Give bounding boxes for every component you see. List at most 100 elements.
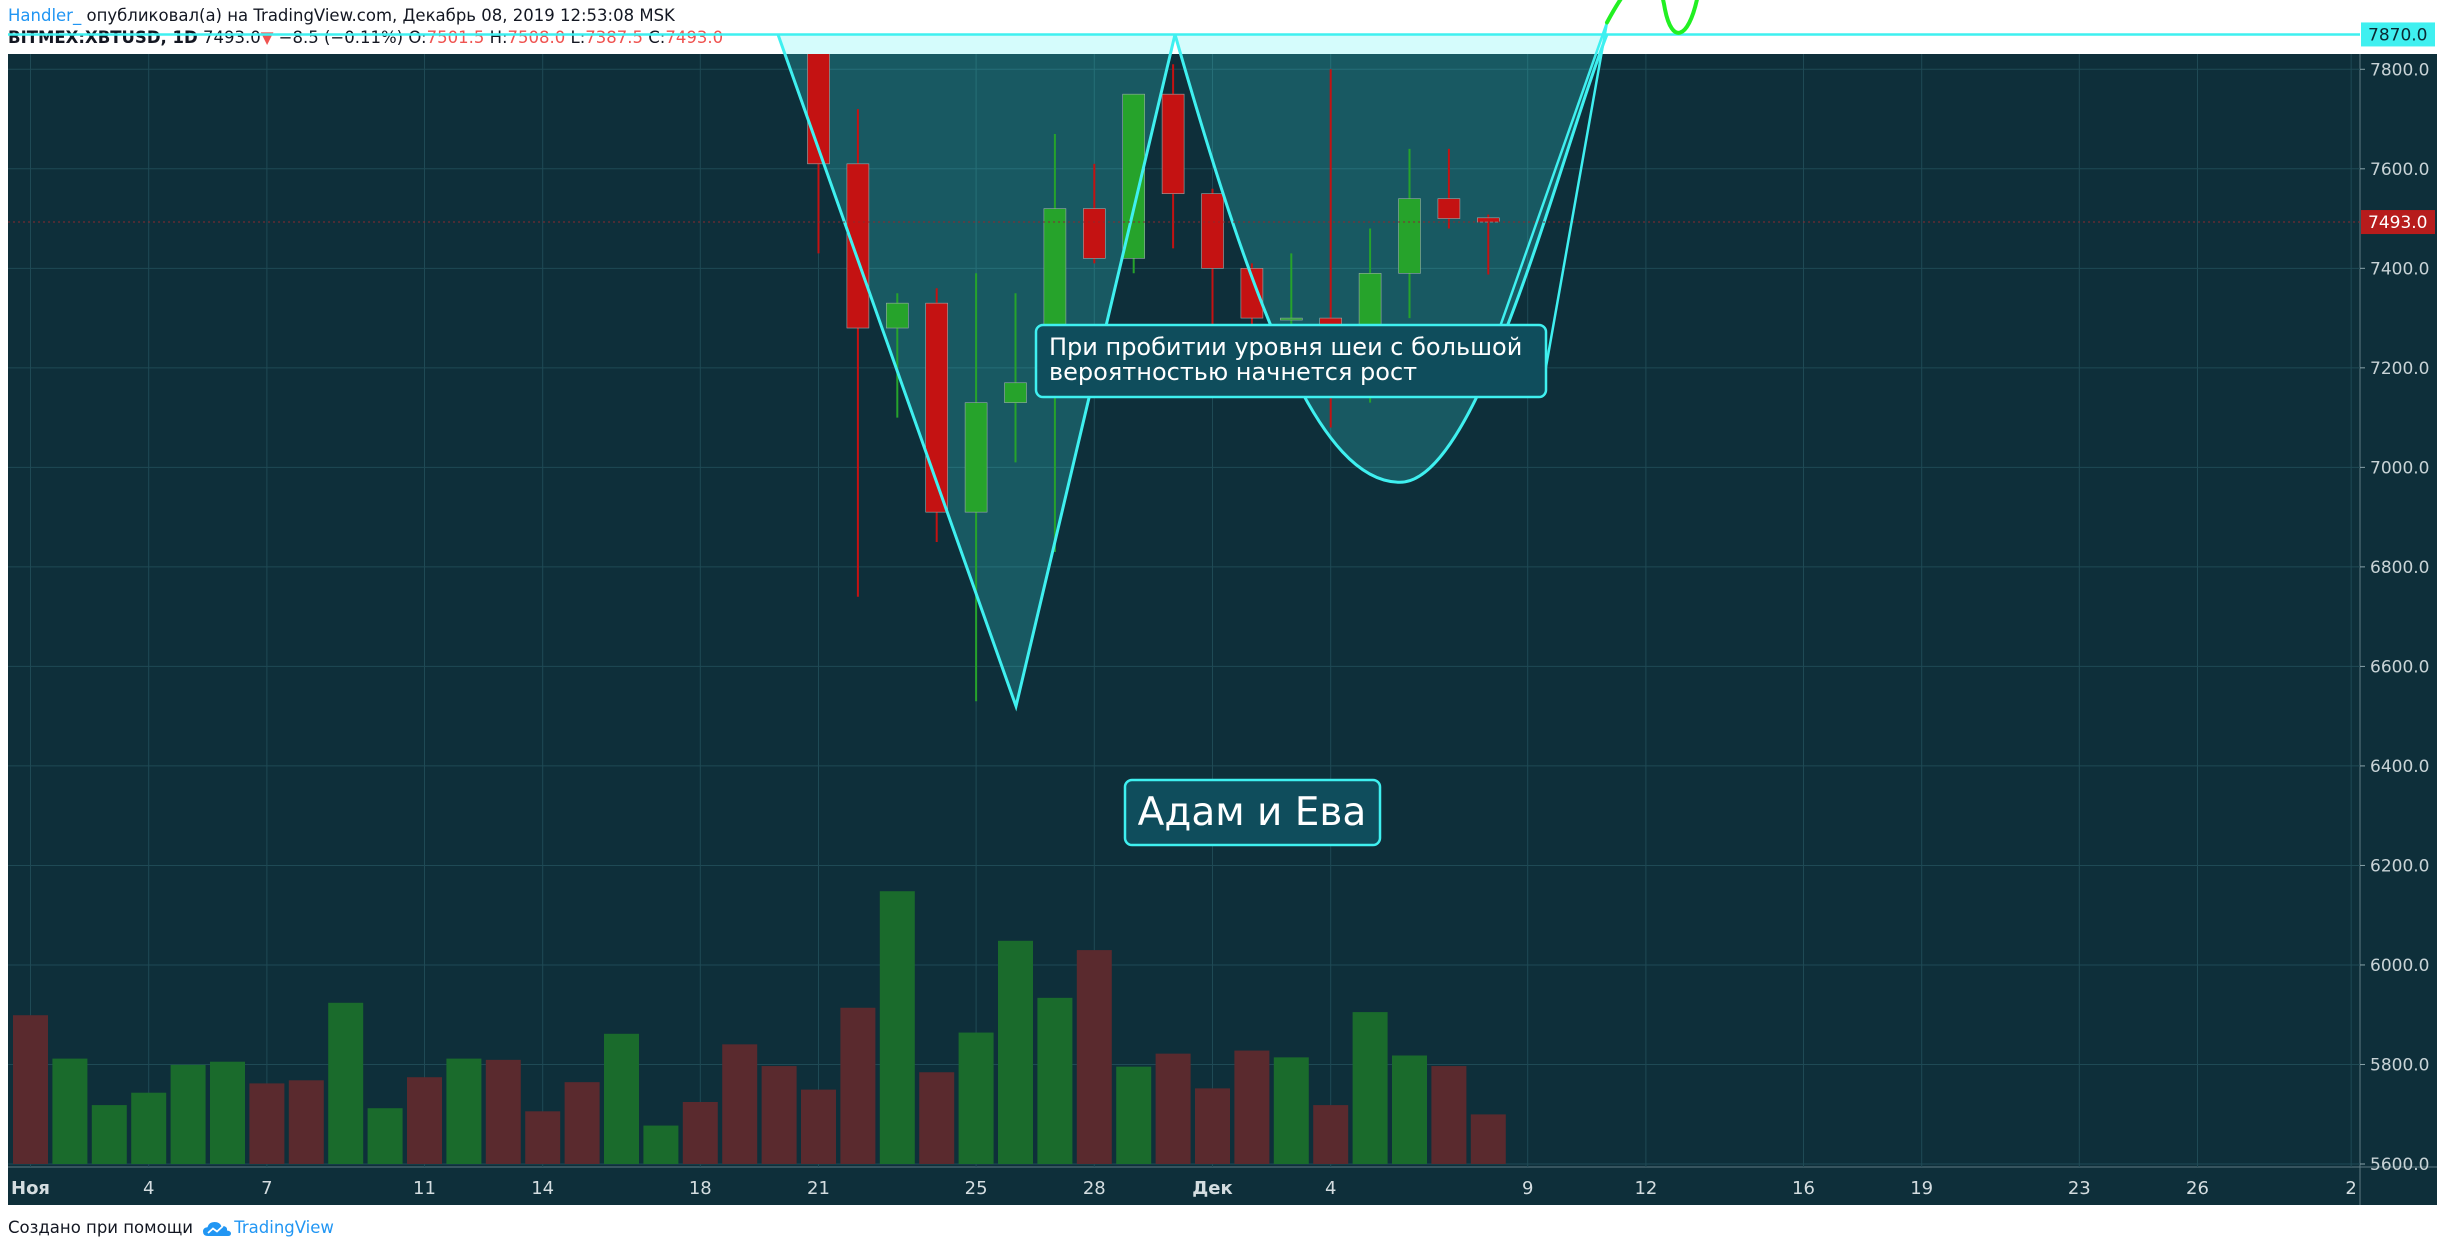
low-label: L:	[570, 28, 586, 47]
price-tick-label: 7400.0	[2370, 259, 2429, 279]
time-tick-label: 16	[1792, 1178, 1815, 1199]
volume-bar-down[interactable]	[564, 1082, 600, 1164]
candle-up[interactable]	[1004, 382, 1027, 403]
neckline-price-label: 7870.0	[2368, 25, 2427, 45]
volume-bar-down[interactable]	[722, 1044, 758, 1164]
time-tick-label: 19	[1910, 1178, 1933, 1199]
projection-arrow[interactable]	[1605, 0, 1725, 35]
callout-text-line: вероятностью начнется рост	[1049, 358, 1417, 386]
time-tick-label: 2	[2345, 1178, 2356, 1199]
volume-bar-up[interactable]	[879, 891, 915, 1164]
time-tick-label: 7	[261, 1178, 272, 1199]
volume-bar-up[interactable]	[328, 1002, 364, 1164]
price-tick-label: 7600.0	[2370, 160, 2429, 180]
volume-bar-down[interactable]	[1470, 1114, 1506, 1164]
symbol-label[interactable]: BITMEX:XBTUSD, 1D	[8, 28, 198, 47]
candle-down[interactable]	[1083, 208, 1106, 259]
adam-v-line[interactable]	[776, 33, 1177, 712]
candle-up[interactable]	[964, 402, 988, 513]
tradingview-cloud-icon	[203, 1221, 232, 1236]
price-tick-label: 5600.0	[2370, 1155, 2429, 1175]
volume-bar-up[interactable]	[1352, 1012, 1388, 1164]
time-tick-label: 4	[143, 1178, 154, 1199]
callout-box[interactable]	[1034, 323, 1548, 399]
close-value: 7493.0	[665, 28, 724, 47]
volume-bar-up[interactable]	[1116, 1066, 1152, 1164]
volume-bar-up[interactable]	[604, 1033, 639, 1164]
time-tick-label: 18	[689, 1178, 712, 1199]
volume-bar-up[interactable]	[1037, 997, 1073, 1164]
open-label: O:	[408, 28, 427, 47]
candle-down[interactable]	[807, 0, 830, 165]
volume-bar-down[interactable]	[840, 1007, 876, 1164]
high-value: 7508.0	[507, 28, 566, 47]
volume-bar-up[interactable]	[643, 1125, 679, 1164]
candle-up[interactable]	[1398, 198, 1421, 274]
volume-bar-down[interactable]	[13, 1015, 48, 1164]
volume-bar-down[interactable]	[1313, 1105, 1349, 1164]
volume-bar-up[interactable]	[446, 1058, 482, 1164]
chart-header: Handler_ опубликовал(а) на TradingView.c…	[8, 4, 2438, 52]
pattern-label-box[interactable]	[1123, 778, 1382, 847]
plot-background	[8, 54, 2360, 1167]
volume-bar-up[interactable]	[1392, 1055, 1427, 1165]
candle-up[interactable]	[885, 302, 909, 329]
volume-bar-up[interactable]	[367, 1108, 403, 1164]
volume-bar-down[interactable]	[288, 1080, 324, 1164]
time-tick-label: 9	[1522, 1178, 1533, 1199]
price-tick-label: 7000.0	[2370, 458, 2429, 478]
volume-bar-down[interactable]	[1076, 950, 1112, 1164]
time-tick-label: 4	[1325, 1178, 1336, 1199]
volume-bar-down[interactable]	[682, 1102, 718, 1164]
price-tick-label: 5800.0	[2370, 1055, 2429, 1075]
volume-bar-up[interactable]	[998, 940, 1033, 1164]
candle-down[interactable]	[1240, 268, 1264, 319]
last-price-label: 7493.0	[2368, 213, 2427, 233]
callout-text-line: При пробитии уровня шеи с большой	[1049, 333, 1522, 361]
time-tick-label: Ноя	[11, 1178, 50, 1199]
volume-bar-up[interactable]	[958, 1032, 994, 1164]
price-tick-label: 6000.0	[2370, 956, 2429, 976]
price-tick-label: 7800.0	[2370, 60, 2429, 80]
candle-down[interactable]	[1161, 93, 1185, 194]
volume-bar-down[interactable]	[485, 1059, 521, 1164]
volume-bar-up[interactable]	[170, 1064, 206, 1164]
down-arrow-icon: ▼	[260, 28, 274, 47]
volume-bar-down[interactable]	[1195, 1088, 1230, 1164]
time-tick-label: 28	[1083, 1178, 1106, 1199]
volume-bar-up[interactable]	[91, 1105, 127, 1164]
volume-bar-up[interactable]	[1273, 1057, 1309, 1164]
price-tick-label: 6200.0	[2370, 856, 2429, 876]
author-link[interactable]: Handler_	[8, 6, 82, 25]
volume-bar-up[interactable]	[131, 1092, 167, 1164]
volume-bar-down[interactable]	[919, 1072, 955, 1164]
neckline-price-tag	[2361, 22, 2435, 47]
candle-down[interactable]	[1477, 217, 1500, 223]
time-tick-label: 23	[2068, 1178, 2091, 1199]
volume-bar-down[interactable]	[1431, 1066, 1467, 1164]
volume-bar-down[interactable]	[761, 1066, 797, 1164]
time-tick-label: 14	[531, 1178, 554, 1199]
volume-bar-up[interactable]	[52, 1058, 88, 1164]
volume-bar-up[interactable]	[210, 1061, 245, 1164]
candle-down[interactable]	[1437, 198, 1461, 219]
volume-bar-down[interactable]	[525, 1111, 561, 1164]
candle-down[interactable]	[1201, 193, 1224, 269]
tradingview-link[interactable]: TradingView	[234, 1218, 334, 1237]
close-label: C:	[648, 28, 666, 47]
candle-down[interactable]	[925, 302, 949, 513]
time-tick-label: 26	[2186, 1178, 2209, 1199]
candle-up[interactable]	[1280, 317, 1303, 321]
footer-text: Создано при помощи	[8, 1218, 193, 1237]
volume-bar-down[interactable]	[1234, 1050, 1270, 1164]
volume-bar-down[interactable]	[801, 1089, 836, 1164]
volume-bar-down[interactable]	[1155, 1053, 1191, 1164]
volume-bar-down[interactable]	[249, 1083, 285, 1164]
volume-bar-down[interactable]	[407, 1077, 442, 1164]
candle-up[interactable]	[1122, 93, 1145, 259]
candle-down[interactable]	[846, 163, 870, 329]
eve-cup-line[interactable]	[1173, 33, 1609, 484]
high-label: H:	[489, 28, 508, 47]
publish-line: Handler_ опубликовал(а) на TradingView.c…	[8, 6, 675, 25]
